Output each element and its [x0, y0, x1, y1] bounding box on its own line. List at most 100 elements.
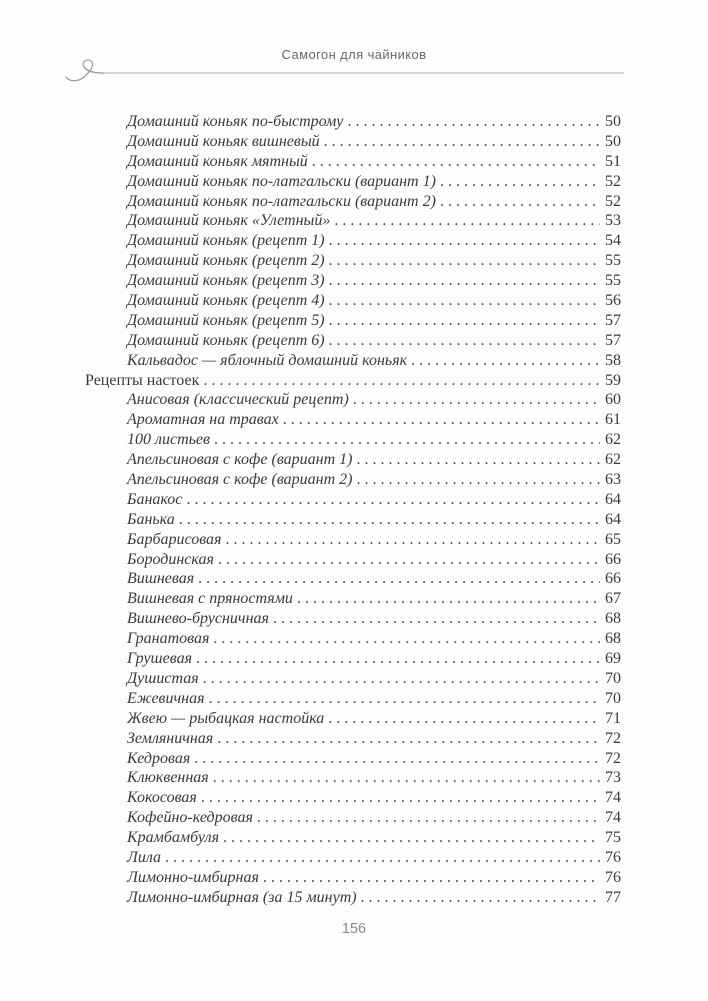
toc-entry-page: 50	[605, 132, 621, 150]
dot-leader	[214, 430, 600, 450]
toc-entry-title: 100 листьев	[127, 431, 210, 449]
toc-entry-title: Домашний коньяк (рецепт 1)	[127, 232, 325, 250]
toc-entry: Домашний коньяк по-быстрому 50	[85, 112, 621, 132]
toc-entry: Вишнево-брусничная 68	[85, 609, 621, 629]
dot-leader	[201, 788, 600, 808]
dot-leader	[411, 351, 600, 371]
toc-entry: Апельсиновая с кофе (вариант 2) 63	[85, 470, 621, 490]
toc-entry-title: Банька	[127, 510, 175, 528]
toc-entry-title: Домашний коньяк по-быстрому	[127, 113, 344, 130]
toc-entry: Домашний коньяк по-латгальски (вариант 2…	[85, 192, 621, 212]
toc-entry-title: Домашний коньяк (рецепт 6)	[127, 331, 325, 349]
running-header: Самогон для чайников	[281, 47, 427, 62]
toc-entry-title: Вишневая с пряностями	[127, 590, 293, 608]
toc-entry-page: 61	[605, 411, 621, 429]
dot-leader	[356, 470, 600, 490]
toc-entry: Лимонно-имбирная (за 15 минут) 77	[85, 888, 621, 908]
toc-entry-title: Бородинская	[127, 550, 214, 568]
toc-entry-title: Кокосовая	[127, 789, 197, 807]
toc-entry-title: Гранатовая	[127, 630, 210, 648]
dot-leader	[334, 211, 600, 231]
toc-entry: Домашний коньяк (рецепт 3) 55	[85, 271, 621, 291]
toc-entry: Клюквенная 73	[85, 768, 621, 788]
toc-entry-title: Домашний коньяк мятный	[127, 152, 308, 170]
toc-entry-title: Кофейно-кедровая	[127, 809, 253, 827]
dot-leader	[263, 868, 600, 888]
toc-entry: Кальвадос — яблочный домашний коньяк 58	[85, 351, 621, 371]
toc-entry: Домашний коньяк (рецепт 5) 57	[85, 311, 621, 331]
dot-leader	[329, 291, 600, 311]
toc-entry: Домашний коньяк по-латгальски (вариант 1…	[85, 172, 621, 192]
toc-entry: Гранатовая 68	[85, 629, 621, 649]
toc-entry: Банакос 64	[85, 490, 621, 510]
toc-entry-title: Лимонно-имбирная	[127, 868, 259, 886]
dot-leader	[196, 649, 600, 669]
toc-entry: 100 листьев 62	[85, 430, 621, 450]
toc-entry-page: 70	[605, 669, 621, 687]
toc-entry-title: Домашний коньяк (рецепт 5)	[127, 311, 325, 329]
toc-entry: Кофейно-кедровая 74	[85, 808, 621, 828]
toc-entry-page: 59	[605, 371, 621, 389]
toc-entry: Банька 64	[85, 510, 621, 530]
dot-leader	[361, 888, 600, 908]
toc-entry-title: Лила	[127, 848, 162, 866]
toc-entry-title: Апельсиновая с кофе (вариант 1)	[127, 451, 353, 469]
toc-entry: Вишневая 66	[85, 569, 621, 589]
toc-entry: Барбарисовая 65	[85, 530, 621, 550]
toc-entry-title: Кальвадос — яблочный домашний коньяк	[127, 351, 408, 369]
dot-leader	[273, 609, 600, 629]
header-rule	[64, 56, 628, 86]
toc-entry-title: Апельсиновая с кофе (вариант 2)	[127, 471, 353, 489]
toc-entry: Ежевичная 70	[85, 689, 621, 709]
toc-entry-title: Ароматная на травах	[127, 411, 279, 429]
dot-leader	[186, 490, 600, 510]
toc-entry-page: 68	[605, 610, 621, 628]
toc-entry-page: 52	[605, 172, 621, 190]
toc-entry-page: 64	[605, 510, 621, 528]
dot-leader	[297, 589, 600, 609]
toc-entry-page: 74	[605, 789, 621, 807]
toc-entry-page: 57	[605, 331, 621, 349]
toc-entry-page: 72	[605, 729, 621, 747]
toc-entry-page: 70	[605, 689, 621, 707]
dot-leader	[213, 629, 600, 649]
toc-entry-page: 62	[605, 451, 621, 469]
toc-entry-title: Барбарисовая	[127, 530, 222, 548]
toc-entry: Домашний коньяк вишневый 50	[85, 132, 621, 152]
toc-entry: Кедровая 72	[85, 749, 621, 769]
dot-leader	[165, 848, 600, 868]
toc-entry-page: 53	[605, 212, 621, 230]
dot-leader	[283, 410, 600, 430]
dot-leader	[329, 331, 600, 351]
toc-entry-page: 55	[605, 272, 621, 290]
dot-leader	[209, 689, 601, 709]
toc-entry: Ароматная на травах 61	[85, 410, 621, 430]
flourish-icon	[65, 59, 624, 82]
toc-entry-title: Жвею — рыбацкая настойка	[127, 709, 325, 727]
toc-entry-page: 56	[605, 292, 621, 310]
footer-page-number: 156	[341, 921, 367, 937]
toc-entry-page: 60	[605, 391, 621, 409]
toc-entry-page: 76	[605, 848, 621, 866]
toc-entry: Земляничная 72	[85, 729, 621, 749]
toc-entry: Грушевая 69	[85, 649, 621, 669]
toc-entry-page: 58	[605, 351, 621, 369]
toc-entry-page: 75	[605, 829, 621, 847]
dot-leader	[329, 311, 600, 331]
toc-entry: Апельсиновая с кофе (вариант 1) 62	[85, 450, 621, 470]
toc-entry-title: Анисовая (классический рецепт)	[127, 391, 349, 409]
toc-entry-title: Домашний коньяк по-латгальски (вариант 1…	[127, 172, 436, 190]
toc-entry: Домашний коньяк (рецепт 2) 55	[85, 251, 621, 271]
toc-entry: Домашний коньяк мятный 51	[85, 152, 621, 172]
toc-entry-page: 64	[605, 490, 621, 508]
toc-entry-page: 77	[605, 888, 621, 906]
toc-entry-page: 54	[605, 232, 621, 250]
toc-entry-page: 74	[605, 809, 621, 827]
dot-leader	[225, 530, 600, 550]
dot-leader	[440, 172, 600, 192]
toc-entry-page: 63	[605, 471, 621, 489]
toc-entry-title: Кедровая	[127, 749, 191, 767]
toc-entry-page: 57	[605, 311, 621, 329]
dot-leader	[257, 808, 600, 828]
